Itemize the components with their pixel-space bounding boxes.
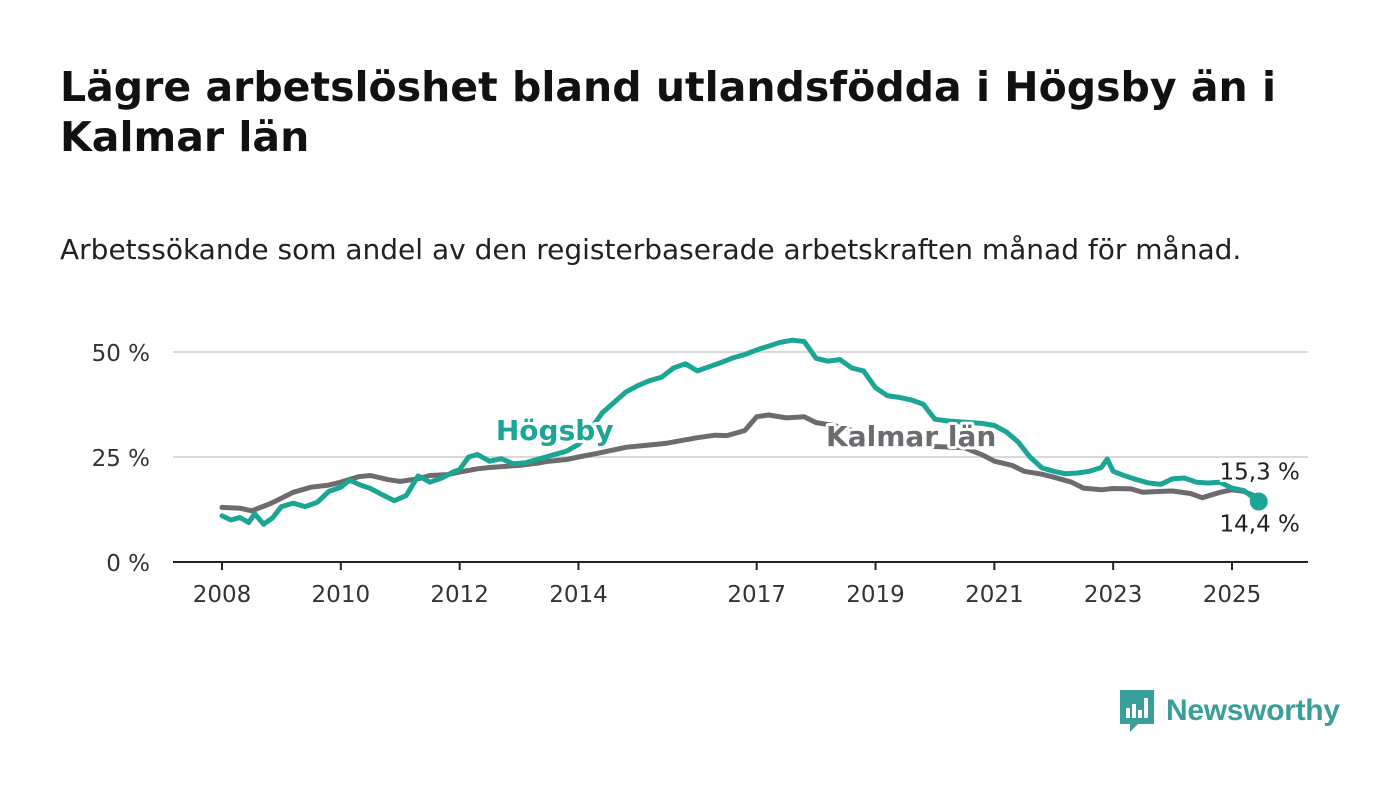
newsworthy-logo-icon <box>1120 690 1154 732</box>
series-labels: Högsby Kalmar län <box>493 411 999 456</box>
series-lines <box>219 337 1268 527</box>
x-tick-label: 2010 <box>312 582 371 608</box>
x-tick-label: 2025 <box>1203 582 1262 608</box>
y-tick-label: 50 % <box>92 341 150 367</box>
brand-logo: Newsworthy <box>1118 688 1340 734</box>
x-tick-label: 2014 <box>549 582 608 608</box>
y-tick-label: 0 % <box>106 551 150 577</box>
x-tick-label: 2012 <box>430 582 489 608</box>
page-subtitle: Arbetssökande som andel av den registerb… <box>60 233 1242 266</box>
y-tick-label: 25 % <box>92 446 150 472</box>
series-label: Kalmar län <box>826 420 996 453</box>
kalmar-end-label: 15,3 % <box>1220 460 1300 486</box>
series-line-kalmar-län <box>219 412 1262 514</box>
grid-lines <box>173 351 1308 458</box>
y-axis: 0 % 25 % 50 % <box>92 341 150 577</box>
hogsby-end-label: 14,4 % <box>1220 512 1300 538</box>
brand-name: Newsworthy <box>1166 694 1340 727</box>
x-tick-label: 2008 <box>193 582 252 608</box>
line-chart: 0 % 25 % 50 % 2008 2010 2012 2014 2017 2019 2021… <box>92 337 1308 608</box>
series-line-högsby <box>219 337 1262 527</box>
page-title: Lägre arbetslöshet bland utlandsfödda i … <box>60 63 1277 161</box>
x-tick-label: 2019 <box>846 582 905 608</box>
x-tick-label: 2023 <box>1084 582 1143 608</box>
x-axis: 2008 2010 2012 2014 2017 2019 2021 2023 2025 <box>173 561 1308 608</box>
x-tick-label: 2021 <box>965 582 1024 608</box>
end-labels: 15,3 % 14,4 % <box>1217 457 1302 540</box>
hogsby-end-point <box>1249 492 1268 511</box>
series-label: Högsby <box>496 414 614 447</box>
x-tick-label: 2017 <box>727 582 786 608</box>
